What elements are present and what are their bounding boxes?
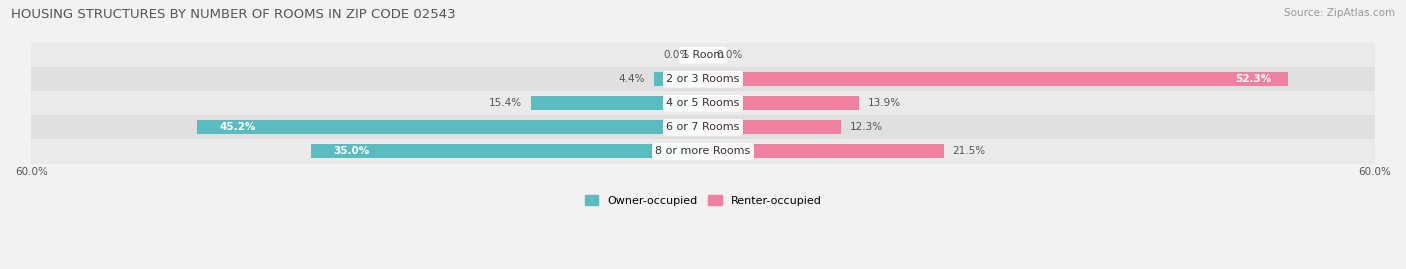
Bar (703, 96, 859, 110)
Bar (703, 144, 943, 158)
Text: 4 or 5 Rooms: 4 or 5 Rooms (666, 98, 740, 108)
Text: 45.2%: 45.2% (219, 122, 256, 132)
Text: 12.3%: 12.3% (849, 122, 883, 132)
Text: 1 Room: 1 Room (682, 50, 724, 60)
Bar (654, 72, 703, 86)
Bar (31, 43, 1375, 67)
Text: 6 or 7 Rooms: 6 or 7 Rooms (666, 122, 740, 132)
Bar (530, 96, 703, 110)
Text: 21.5%: 21.5% (953, 146, 986, 157)
Text: Source: ZipAtlas.com: Source: ZipAtlas.com (1284, 8, 1395, 18)
Bar (703, 121, 841, 134)
Text: 0.0%: 0.0% (717, 50, 742, 60)
Legend: Owner-occupied, Renter-occupied: Owner-occupied, Renter-occupied (585, 195, 821, 206)
Bar (31, 91, 1375, 115)
Text: 15.4%: 15.4% (488, 98, 522, 108)
Text: 13.9%: 13.9% (868, 98, 901, 108)
Text: HOUSING STRUCTURES BY NUMBER OF ROOMS IN ZIP CODE 02543: HOUSING STRUCTURES BY NUMBER OF ROOMS IN… (11, 8, 456, 21)
Bar (197, 121, 703, 134)
Text: 35.0%: 35.0% (333, 146, 370, 157)
Bar (31, 115, 1375, 139)
Text: 4.4%: 4.4% (619, 74, 645, 84)
Bar (31, 139, 1375, 164)
Bar (31, 67, 1375, 91)
Text: 2 or 3 Rooms: 2 or 3 Rooms (666, 74, 740, 84)
Text: 0.0%: 0.0% (664, 50, 689, 60)
Bar (703, 72, 1288, 86)
Bar (311, 144, 703, 158)
Text: 8 or more Rooms: 8 or more Rooms (655, 146, 751, 157)
Text: 52.3%: 52.3% (1236, 74, 1271, 84)
